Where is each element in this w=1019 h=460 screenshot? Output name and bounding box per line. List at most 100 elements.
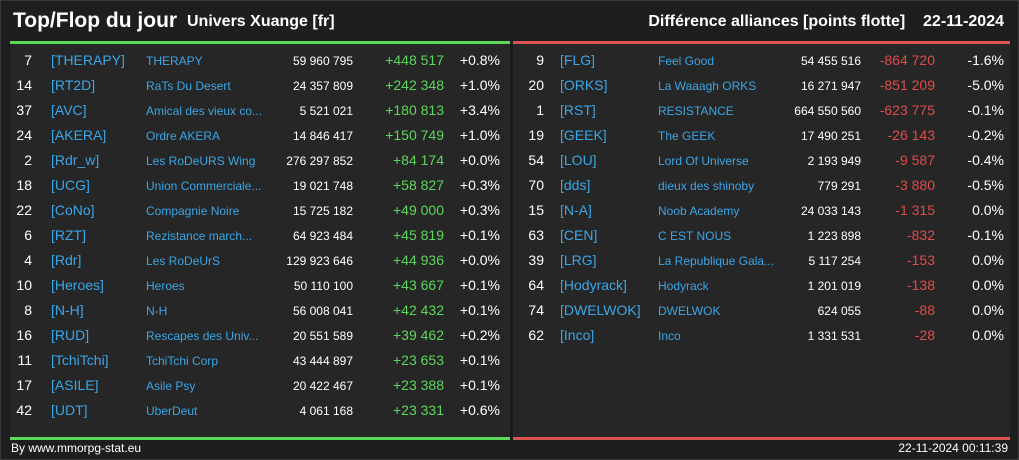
alliance-tag[interactable]: [TchiTchi] [51, 352, 109, 368]
alliance-points: 1 223 898 [807, 229, 861, 243]
alliance-points: 24 357 809 [292, 79, 353, 93]
flop-row: 70 [dds] dieux des shinoby 779 291 -3 880 -0.… [513, 177, 1010, 202]
flop-row: 20 [ORKS] La Waaagh ORKS 16 271 947 -851 209… [513, 77, 1010, 102]
alliance-points: 24 033 143 [800, 204, 861, 218]
alliance-tag[interactable]: [LOU] [560, 152, 597, 168]
alliance-tag[interactable]: [Rdr_w] [51, 152, 100, 168]
alliance-points: 2 193 949 [807, 154, 861, 168]
alliance-rank: 7 [24, 52, 32, 68]
alliance-rank: 14 [16, 77, 32, 93]
alliance-name[interactable]: N-H [146, 304, 168, 318]
alliance-name[interactable]: The GEEK [658, 129, 716, 143]
alliance-tag[interactable]: [ASILE] [51, 377, 99, 393]
alliance-name[interactable]: dieux des shinoby [658, 179, 755, 193]
alliance-percent: -0.1% [967, 227, 1004, 243]
alliance-diff: +23 388 [393, 377, 444, 393]
alliance-name[interactable]: Inco [658, 329, 681, 343]
alliance-diff: +44 936 [393, 252, 444, 268]
alliance-percent: -0.5% [967, 177, 1004, 193]
top-panel: 7 [THERAPY] THERAPY 59 960 795 +448 517 +0.8%… [10, 41, 510, 440]
alliance-tag[interactable]: [ORKS] [560, 77, 608, 93]
alliance-name[interactable]: Rescapes des Univ... [146, 329, 259, 343]
alliance-rank: 62 [528, 327, 544, 343]
alliance-tag[interactable]: [Heroes] [51, 277, 104, 293]
flop-row: 54 [LOU] Lord Of Universe 2 193 949 -9 587 -0… [513, 152, 1010, 177]
alliance-percent: 0.0% [972, 202, 1004, 218]
alliance-points: 16 271 947 [800, 79, 861, 93]
alliance-tag[interactable]: [Rdr] [51, 252, 82, 268]
alliance-tag[interactable]: [CoNo] [51, 202, 95, 218]
alliance-tag[interactable]: [RT2D] [51, 77, 96, 93]
alliance-name[interactable]: DWELWOK [658, 304, 721, 318]
alliance-tag[interactable]: [THERAPY] [51, 52, 125, 68]
alliance-tag[interactable]: [Hodyrack] [560, 277, 627, 293]
alliance-tag[interactable]: [GEEK] [560, 127, 607, 143]
top-row: 24 [AKERA] Ordre AKERA 14 846 417 +150 749 +1… [10, 127, 510, 152]
alliance-rank: 17 [16, 377, 32, 393]
alliance-name[interactable]: THERAPY [146, 54, 203, 68]
alliance-name[interactable]: Heroes [146, 279, 185, 293]
section-title: Différence alliances [points flotte] [648, 13, 906, 30]
alliance-percent: +0.1% [459, 377, 500, 393]
alliance-percent: 0.0% [972, 252, 1004, 268]
alliance-diff: -1 315 [895, 202, 935, 218]
alliance-tag[interactable]: [UDT] [51, 402, 88, 418]
alliance-name[interactable]: Ordre AKERA [146, 129, 221, 143]
alliance-percent: 0.0% [972, 277, 1004, 293]
alliance-name[interactable]: Compagnie Noire [146, 204, 240, 218]
alliance-tag[interactable]: [N-H] [51, 302, 84, 318]
flop-row: 9 [FLG] Feel Good 54 455 516 -864 720 -1.6% [513, 52, 1010, 77]
alliance-percent: +1.0% [459, 127, 500, 143]
alliance-name[interactable]: RaTs Du Desert [146, 79, 231, 93]
alliance-tag[interactable]: [N-A] [560, 202, 592, 218]
alliance-name[interactable]: Hodyrack [658, 279, 709, 293]
alliance-tag[interactable]: [LRG] [560, 252, 597, 268]
alliance-name[interactable]: Noob Academy [658, 204, 740, 218]
flop-row: 39 [LRG] La Republique Gala... 5 117 254 -15… [513, 252, 1010, 277]
alliance-tag[interactable]: [FLG] [560, 52, 596, 68]
alliance-tag[interactable]: [RUD] [51, 327, 90, 343]
alliance-tag[interactable]: [Inco] [560, 327, 595, 343]
alliance-name[interactable]: TchiTchi Corp [146, 354, 219, 368]
alliance-tag[interactable]: [RZT] [51, 227, 86, 243]
alliance-rank: 63 [528, 227, 544, 243]
alliance-tag[interactable]: [CEN] [560, 227, 598, 243]
alliance-tag[interactable]: [AKERA] [51, 127, 107, 143]
alliance-name[interactable]: RESISTANCE [658, 104, 734, 118]
flop-row: 64 [Hodyrack] Hodyrack 1 201 019 -138 0.0% [513, 277, 1010, 302]
alliance-name[interactable]: C EST NOUS [658, 229, 732, 243]
alliance-rank: 8 [24, 302, 32, 318]
alliance-name[interactable]: La Waaagh ORKS [658, 79, 757, 93]
alliance-name[interactable]: Rezistance march... [146, 229, 253, 243]
alliance-rank: 1 [536, 102, 544, 118]
header-date: 22-11-2024 [923, 13, 1004, 30]
alliance-rank: 22 [16, 202, 32, 218]
alliance-points: 43 444 897 [292, 354, 353, 368]
alliance-name[interactable]: Les RoDeURS Wing [146, 154, 256, 168]
alliance-name[interactable]: La Republique Gala... [658, 254, 775, 268]
alliance-name[interactable]: Union Commerciale... [146, 179, 262, 193]
panel-divider [510, 41, 513, 440]
footer-credit[interactable]: By www.mmorpg-stat.eu [11, 441, 142, 455]
header: Top/Flop du jour Univers Xuange [fr] Dif… [1, 1, 1018, 41]
alliance-tag[interactable]: [DWELWOK] [560, 302, 641, 318]
alliance-name[interactable]: UberDeut [146, 404, 198, 418]
alliance-points: 64 923 484 [292, 229, 353, 243]
alliance-diff: -26 143 [887, 127, 935, 143]
alliance-tag[interactable]: [AVC] [51, 102, 87, 118]
alliance-percent: +0.3% [459, 202, 500, 218]
alliance-tag[interactable]: [dds] [560, 177, 591, 193]
alliance-name[interactable]: Lord Of Universe [658, 154, 749, 168]
alliance-rank: 11 [17, 352, 32, 368]
universe-label: Univers Xuange [fr] [187, 13, 335, 30]
top-row: 22 [CoNo] Compagnie Noire 15 725 182 +49 000… [10, 202, 510, 227]
alliance-rank: 24 [16, 127, 32, 143]
alliance-name[interactable]: Amical des vieux co... [146, 104, 263, 118]
alliance-name[interactable]: Les RoDeUrS [146, 254, 221, 268]
alliance-name[interactable]: Asile Psy [146, 379, 196, 393]
alliance-name[interactable]: Feel Good [658, 54, 715, 68]
flop-row: 63 [CEN] C EST NOUS 1 223 898 -832 -0.1% [513, 227, 1010, 252]
alliance-tag[interactable]: [RST] [560, 102, 596, 118]
alliance-diff: +448 517 [385, 52, 444, 68]
alliance-tag[interactable]: [UCG] [51, 177, 90, 193]
